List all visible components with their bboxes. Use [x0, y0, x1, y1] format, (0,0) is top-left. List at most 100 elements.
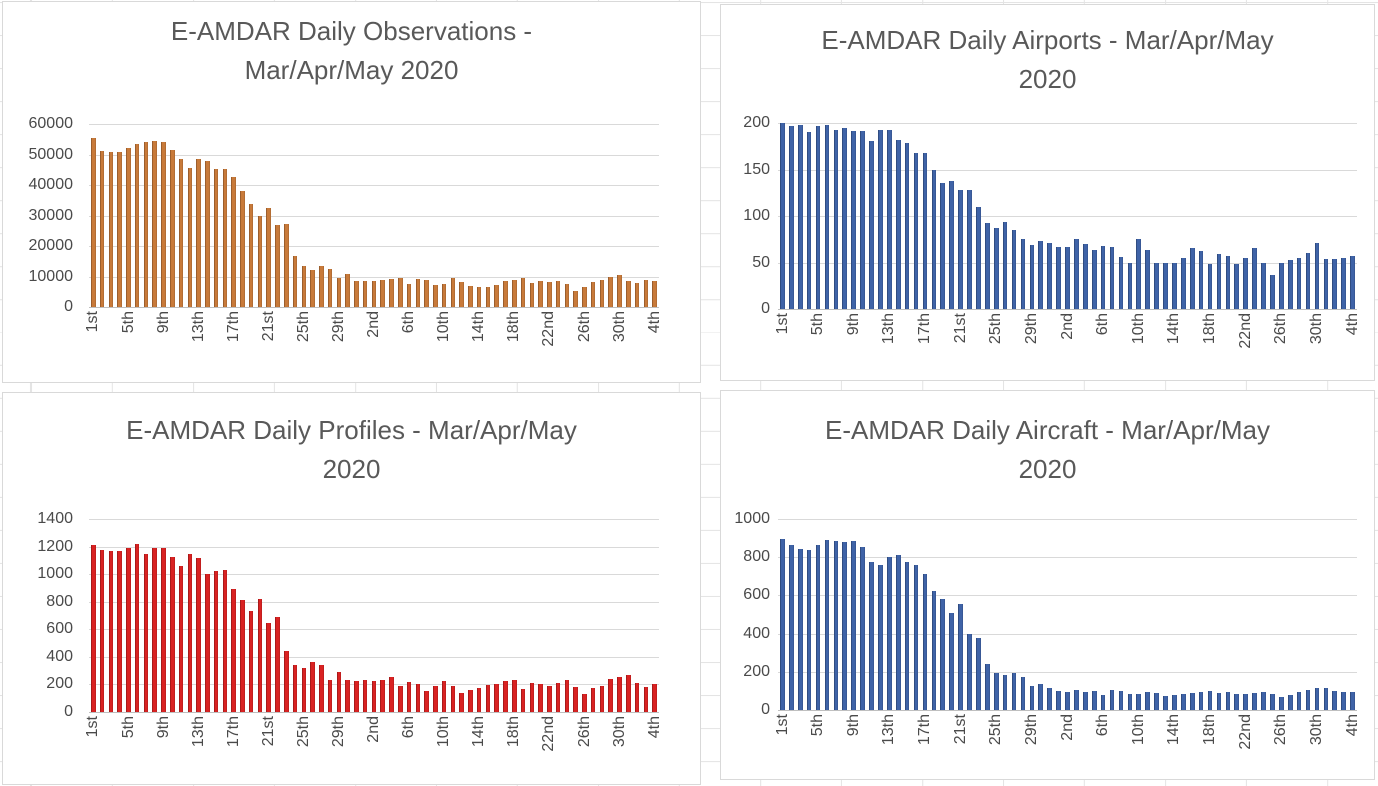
bar	[1252, 247, 1257, 309]
bar	[415, 684, 421, 712]
bar	[1002, 221, 1008, 309]
gridline	[778, 123, 1357, 124]
bar	[406, 681, 412, 712]
bar	[806, 132, 812, 309]
bar	[652, 684, 657, 712]
bar	[1287, 694, 1293, 710]
bar	[922, 573, 928, 710]
bar	[1091, 250, 1097, 309]
bar	[257, 599, 263, 712]
gridline	[89, 656, 659, 658]
bar	[362, 679, 368, 712]
bar	[1314, 687, 1320, 710]
bar	[170, 556, 175, 712]
bar	[887, 556, 892, 710]
y-tick-label: 600	[46, 620, 73, 638]
y-tick-label: 0	[64, 298, 73, 315]
bar	[582, 287, 587, 307]
bar	[904, 561, 910, 710]
bar	[869, 561, 874, 710]
bar	[1074, 239, 1079, 310]
x-tick-label: 1st	[84, 311, 102, 333]
bar	[860, 547, 865, 710]
y-tick-label: 150	[743, 160, 770, 178]
bar	[555, 683, 561, 712]
chart-daily-airports[interactable]: E-AMDAR Daily Airports - Mar/Apr/May 202…	[720, 4, 1375, 381]
bar	[205, 160, 210, 307]
bar	[1287, 259, 1293, 309]
bar	[196, 557, 201, 712]
bar	[99, 150, 105, 307]
y-tick-label: 400	[46, 647, 73, 665]
bar	[108, 551, 114, 712]
chart-title: E-AMDAR Daily Aircraft - Mar/Apr/May 202…	[721, 411, 1374, 489]
x-tick-label: 6th	[1094, 313, 1112, 336]
bar	[1047, 243, 1052, 309]
chart-title-line1: E-AMDAR Daily Airports - Mar/Apr/May	[821, 25, 1274, 55]
plot-area: 60000 50000 40000 30000 20000 10000 0 1st 5th 9th…	[3, 2, 700, 382]
gridline	[778, 671, 1357, 673]
y-tick-label: 1200	[37, 537, 73, 555]
chart-daily-observations[interactable]: E-AMDAR Daily Observations - Mar/Apr/May…	[2, 1, 701, 383]
chart-title: E-AMDAR Daily Profiles - Mar/Apr/May 202…	[3, 411, 700, 489]
x-tick-label: 26th	[1272, 313, 1290, 345]
bar	[512, 680, 517, 712]
bar	[134, 543, 140, 712]
bar	[1020, 676, 1026, 710]
bar	[976, 638, 981, 710]
chart-daily-aircraft[interactable]: E-AMDAR Daily Aircraft - Mar/Apr/May 202…	[720, 390, 1375, 780]
x-tick-label: 25th	[987, 313, 1005, 345]
x-tick-label: 2nd	[1058, 714, 1076, 741]
bar	[815, 545, 821, 710]
x-tick-label: 14th	[1165, 714, 1183, 746]
x-tick-label: 9th	[844, 714, 862, 737]
bar	[634, 282, 640, 307]
x-tick-label: 18th	[505, 311, 523, 343]
bar	[789, 544, 794, 710]
y-tick-label: 50000	[28, 145, 74, 163]
x-tick-label: 29th	[329, 716, 347, 748]
bar	[1002, 675, 1008, 710]
bar	[441, 681, 447, 712]
bar	[494, 683, 500, 712]
bar	[126, 148, 131, 307]
gridline	[778, 169, 1357, 171]
bar	[1243, 257, 1248, 309]
bar	[949, 613, 954, 710]
x-tick-label: 22nd	[1236, 313, 1254, 349]
bar	[538, 280, 543, 307]
chart-title-line1: E-AMDAR Daily Aircraft - Mar/Apr/May	[825, 415, 1270, 445]
bar	[833, 129, 839, 309]
bar	[476, 687, 482, 712]
x-tick-label: 4th	[1343, 714, 1361, 737]
bar	[806, 550, 812, 710]
bar	[590, 687, 596, 712]
bar	[1278, 697, 1284, 710]
bar	[1278, 262, 1284, 309]
bar	[108, 152, 114, 307]
bar	[1270, 693, 1275, 710]
bar	[1065, 692, 1070, 710]
bar	[555, 281, 561, 307]
y-tick-label: 60000	[28, 115, 74, 132]
chart-daily-profiles[interactable]: E-AMDAR Daily Profiles - Mar/Apr/May 202…	[2, 392, 701, 785]
bar	[1074, 690, 1079, 710]
bar	[1252, 693, 1257, 710]
bar	[993, 228, 999, 309]
bar	[1056, 246, 1061, 309]
bar	[573, 291, 578, 307]
bar	[626, 281, 631, 307]
bar	[1305, 253, 1311, 309]
x-tick-label: 6th	[400, 311, 418, 334]
bar	[134, 143, 140, 307]
x-tick-label: 21st	[259, 716, 277, 747]
x-tick-label: 26th	[1272, 714, 1290, 746]
bar	[433, 686, 438, 712]
bar	[1136, 694, 1142, 710]
x-tick-label: 18th	[505, 716, 523, 748]
bar	[573, 686, 578, 712]
x-tick-label: 2nd	[365, 311, 382, 338]
bar	[91, 544, 96, 712]
gridline	[89, 546, 659, 548]
bar	[1127, 263, 1133, 309]
